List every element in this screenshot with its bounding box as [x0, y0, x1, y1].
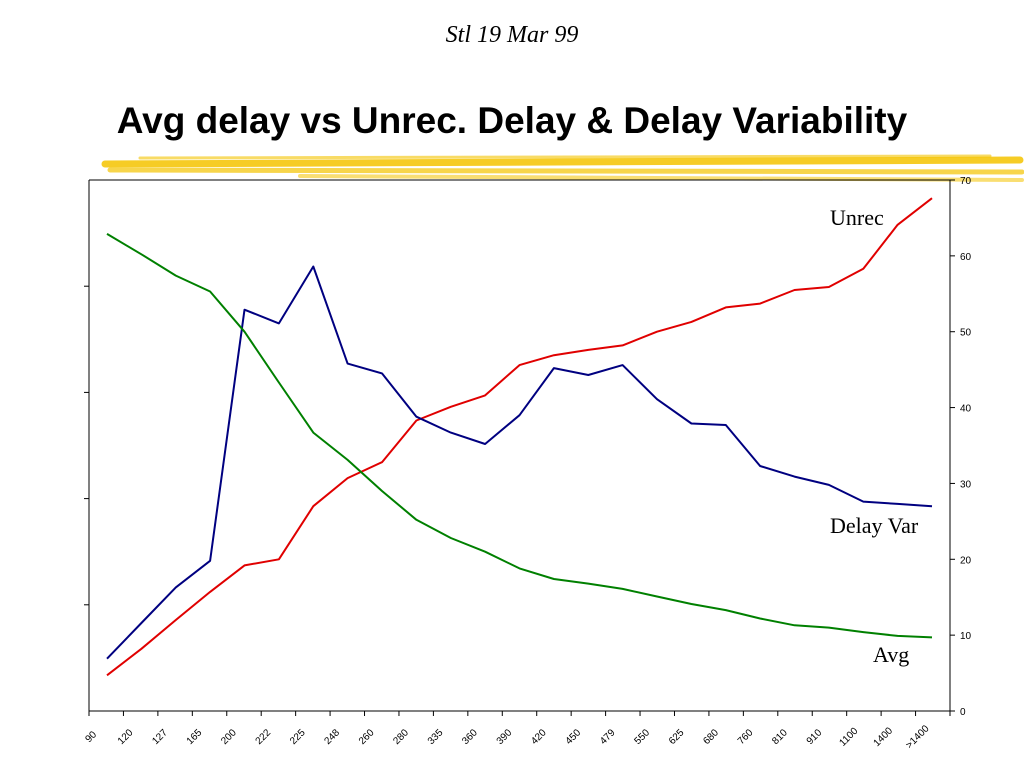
x-tick-label: 390 [495, 727, 515, 747]
x-tick-label: 360 [460, 727, 480, 747]
x-tick-label: 450 [564, 727, 584, 747]
underline-stroke [101, 156, 1024, 168]
series-label-avg: Avg [873, 642, 909, 667]
title-underline-stroke [101, 154, 1024, 182]
x-tick-label: 420 [529, 727, 549, 747]
y-tick-label: 20 [960, 555, 972, 566]
series-line-unrec [106, 197, 933, 677]
x-tick-label: 760 [736, 727, 756, 747]
x-tick-label: 810 [770, 727, 790, 747]
y-tick-label: 50 [960, 328, 972, 339]
x-tick-label: 550 [632, 727, 652, 747]
x-tick-label: 1100 [837, 725, 860, 748]
x-tick-label: 680 [701, 727, 721, 747]
x-tick-label: 1400 [872, 725, 896, 749]
chart-axes: 0 10 20 30 40 50 60 70 90 120 127 165 200 222 225 248 26… [83, 176, 971, 751]
x-tick-label: 225 [288, 727, 308, 747]
x-tick-label: >1400 [904, 723, 932, 751]
x-tick-label: 910 [805, 727, 825, 747]
y-tick-label: 60 [960, 252, 972, 263]
x-tick-label: 280 [391, 727, 411, 747]
series-line-delay-var [106, 265, 933, 660]
series-label-delay-var: Delay Var [830, 513, 919, 538]
underline-stroke [107, 167, 1024, 175]
x-tick-label: 335 [426, 727, 446, 747]
series-label-unrec: Unrec [830, 205, 884, 230]
x-tick-label: 165 [185, 727, 205, 747]
y-tick-label: 30 [960, 479, 972, 490]
x-tick-label: 625 [667, 727, 687, 747]
slide-title: Avg delay vs Unrec. Delay & Delay Variab… [116, 100, 908, 141]
x-tick-label: 248 [323, 727, 343, 747]
series-line-avg [106, 233, 933, 639]
y-tick-label: 70 [960, 176, 972, 187]
x-tick-label: 260 [357, 727, 377, 747]
series-labels: Unrec Delay Var Avg [830, 205, 919, 667]
underline-stroke [138, 154, 992, 160]
slide-subtitle: Stl 19 Mar 99 [445, 22, 579, 48]
y-tick-label: 0 [960, 707, 966, 718]
x-tick-label: 200 [219, 727, 239, 747]
chart-series [106, 197, 933, 677]
underline-stroke [298, 174, 1024, 182]
x-tick-label: 90 [83, 729, 99, 745]
x-tick-label: 222 [254, 727, 274, 747]
y-tick-label: 10 [960, 631, 972, 642]
x-tick-label: 127 [150, 727, 170, 747]
y-tick-label: 40 [960, 404, 972, 415]
x-tick-label: 120 [116, 727, 136, 747]
x-tick-label: 479 [598, 727, 618, 747]
